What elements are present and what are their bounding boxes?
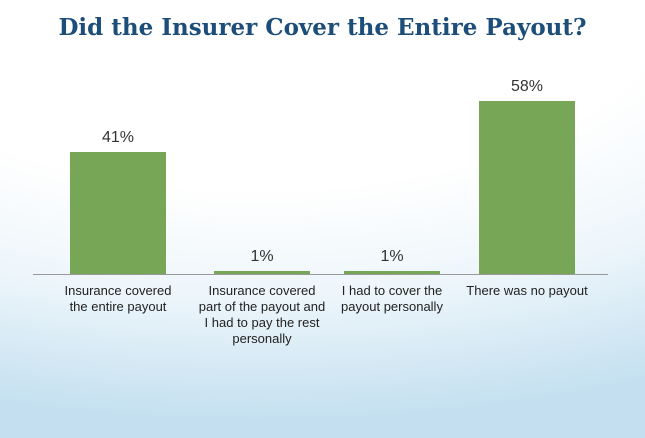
x-tick-label: There was no payout xyxy=(466,283,588,298)
x-tick-label: Insurance covered part of the payout and… xyxy=(198,283,326,346)
bar xyxy=(344,271,440,274)
baseline xyxy=(33,274,608,275)
bar xyxy=(214,271,310,274)
value-label: 1% xyxy=(380,248,404,266)
value-label: 1% xyxy=(250,248,274,266)
value-label: 41% xyxy=(101,128,135,146)
bar xyxy=(479,101,575,274)
x-tick-label: I had to cover the payout personally xyxy=(341,283,443,314)
chart-title: Did the Insurer Cover the Entire Payout? xyxy=(58,14,587,41)
bar xyxy=(70,151,166,274)
value-label: 58% xyxy=(510,78,544,95)
x-tick-label: Insurance covered the entire payout xyxy=(64,283,172,314)
